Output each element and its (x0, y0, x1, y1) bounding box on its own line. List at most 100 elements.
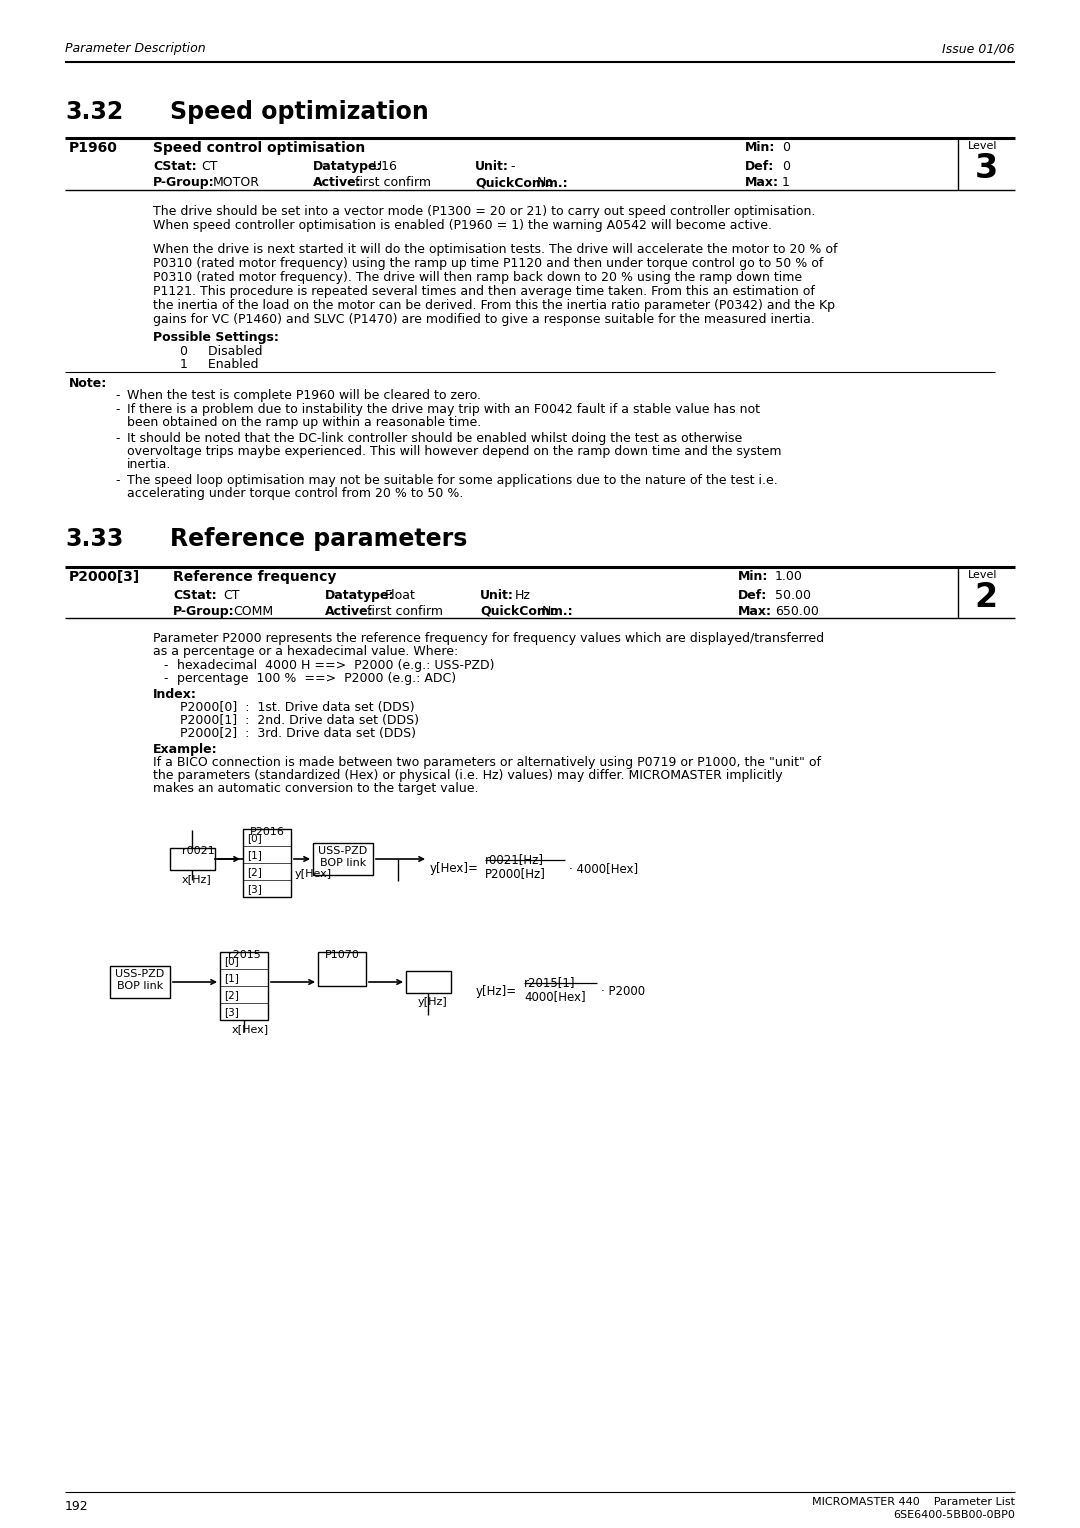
Bar (318, 952, 366, 986)
Text: x[Hex]: x[Hex] (232, 1024, 269, 1034)
Text: Hz: Hz (515, 588, 531, 602)
Text: Datatype:: Datatype: (313, 160, 382, 173)
Text: CT: CT (201, 160, 217, 173)
Text: 1.00: 1.00 (775, 570, 802, 584)
Bar (220, 952, 268, 1021)
Text: [3]: [3] (247, 885, 261, 894)
Text: gains for VC (P1460) and SLVC (P1470) are modified to give a response suitable f: gains for VC (P1460) and SLVC (P1470) ar… (153, 313, 815, 325)
Text: Max:: Max: (745, 176, 779, 189)
Text: P1960: P1960 (69, 141, 118, 154)
Text: Example:: Example: (153, 743, 218, 756)
Text: -: - (114, 474, 120, 487)
Text: MOTOR: MOTOR (213, 176, 260, 189)
Text: Def:: Def: (745, 160, 774, 173)
Text: 650.00: 650.00 (775, 605, 819, 617)
Text: CStat:: CStat: (173, 588, 217, 602)
Text: Level: Level (968, 141, 998, 151)
Text: accelerating under torque control from 20 % to 50 %.: accelerating under torque control from 2… (127, 487, 463, 500)
Text: U16: U16 (373, 160, 397, 173)
Text: 6SE6400-5BB00-0BP0: 6SE6400-5BB00-0BP0 (893, 1510, 1015, 1520)
Text: Index:: Index: (153, 688, 197, 701)
Text: Active:: Active: (325, 605, 374, 617)
Text: Possible Settings:: Possible Settings: (153, 332, 279, 344)
Text: P2000[0]  :  1st. Drive data set (DDS): P2000[0] : 1st. Drive data set (DDS) (180, 701, 415, 714)
Text: y[Hex]=: y[Hex]= (430, 862, 478, 876)
Text: P-Group:: P-Group: (153, 176, 215, 189)
Text: 0     Disabled: 0 Disabled (180, 345, 262, 358)
Text: Parameter P2000 represents the reference frequency for frequency values which ar: Parameter P2000 represents the reference… (153, 633, 824, 645)
Text: QuickComm.:: QuickComm.: (475, 176, 568, 189)
Bar (110, 966, 170, 998)
Text: P0310 (rated motor frequency). The drive will then ramp back down to 20 % using : P0310 (rated motor frequency). The drive… (153, 270, 802, 284)
Text: y[Hz]=: y[Hz]= (476, 986, 517, 998)
Bar (170, 848, 215, 869)
Text: 0: 0 (782, 160, 789, 173)
Text: x[Hz]: x[Hz] (183, 874, 212, 885)
Text: Unit:: Unit: (480, 588, 514, 602)
Text: [0]: [0] (224, 957, 239, 966)
Text: Speed optimization: Speed optimization (170, 99, 429, 124)
Text: the parameters (standardized (Hex) or physical (i.e. Hz) values) may differ. MIC: the parameters (standardized (Hex) or ph… (153, 769, 783, 782)
Text: been obtained on the ramp up within a reasonable time.: been obtained on the ramp up within a re… (127, 416, 482, 429)
Text: · 4000[Hex]: · 4000[Hex] (569, 862, 638, 876)
Text: If a BICO connection is made between two parameters or alternatively using P0719: If a BICO connection is made between two… (153, 756, 821, 769)
Text: r0021[Hz]: r0021[Hz] (485, 853, 544, 866)
Text: -: - (114, 390, 120, 402)
Text: P-Group:: P-Group: (173, 605, 234, 617)
Text: [0]: [0] (247, 833, 261, 843)
Text: 0: 0 (782, 141, 789, 154)
Text: [3]: [3] (224, 1007, 239, 1018)
Text: Datatype:: Datatype: (325, 588, 394, 602)
Text: Min:: Min: (745, 141, 775, 154)
Text: 3.32: 3.32 (65, 99, 123, 124)
Text: 4000[Hex]: 4000[Hex] (524, 990, 585, 1002)
Text: The speed loop optimisation may not be suitable for some applications due to the: The speed loop optimisation may not be s… (127, 474, 778, 487)
Text: 3: 3 (974, 151, 998, 185)
Text: [2]: [2] (224, 990, 239, 999)
Text: Level: Level (968, 570, 998, 581)
Text: CStat:: CStat: (153, 160, 197, 173)
Text: -: - (114, 432, 120, 445)
Text: · P2000: · P2000 (600, 986, 645, 998)
Text: overvoltage trips maybe experienced. This will however depend on the ramp down t: overvoltage trips maybe experienced. Thi… (127, 445, 782, 458)
Text: 50.00: 50.00 (775, 588, 811, 602)
Text: P2000[Hz]: P2000[Hz] (485, 866, 545, 880)
Text: Unit:: Unit: (475, 160, 509, 173)
Text: P2016: P2016 (249, 827, 284, 837)
Text: hexadecimal  4000 H ==>  P2000 (e.g.: USS-PZD): hexadecimal 4000 H ==> P2000 (e.g.: USS-… (177, 659, 495, 672)
Text: 2: 2 (974, 581, 998, 614)
Bar (243, 830, 291, 897)
Text: USS-PZD: USS-PZD (319, 847, 367, 856)
Text: USS-PZD: USS-PZD (116, 969, 164, 979)
Text: -: - (114, 403, 120, 416)
Text: P1070: P1070 (325, 950, 360, 960)
Text: r0021: r0021 (183, 847, 215, 856)
Text: -: - (163, 672, 167, 685)
Text: Issue 01/06: Issue 01/06 (943, 41, 1015, 55)
Text: When speed controller optimisation is enabled (P1960 = 1) the warning A0542 will: When speed controller optimisation is en… (153, 219, 772, 232)
Text: [1]: [1] (247, 850, 261, 860)
Text: COMM: COMM (233, 605, 273, 617)
Text: No: No (542, 605, 559, 617)
Text: the inertia of the load on the motor can be derived. From this the inertia ratio: the inertia of the load on the motor can… (153, 299, 835, 312)
Text: Note:: Note: (69, 377, 107, 390)
Text: percentage  100 %  ==>  P2000 (e.g.: ADC): percentage 100 % ==> P2000 (e.g.: ADC) (177, 672, 456, 685)
Text: No: No (537, 176, 554, 189)
Text: 3.33: 3.33 (65, 527, 123, 552)
Text: Def:: Def: (738, 588, 767, 602)
Text: Reference frequency: Reference frequency (173, 570, 336, 584)
Text: r2015: r2015 (228, 950, 260, 960)
Text: Float: Float (384, 588, 416, 602)
Text: QuickComm.:: QuickComm.: (480, 605, 572, 617)
Text: 1: 1 (782, 176, 789, 189)
Text: P2000[1]  :  2nd. Drive data set (DDS): P2000[1] : 2nd. Drive data set (DDS) (180, 714, 419, 727)
Text: makes an automatic conversion to the target value.: makes an automatic conversion to the tar… (153, 782, 478, 795)
Text: 192: 192 (65, 1500, 89, 1513)
Text: Max:: Max: (738, 605, 772, 617)
Text: y[Hex]: y[Hex] (295, 869, 333, 879)
Text: P0310 (rated motor frequency) using the ramp up time P1120 and then under torque: P0310 (rated motor frequency) using the … (153, 257, 823, 270)
Text: [1]: [1] (224, 973, 239, 983)
Text: When the test is complete P1960 will be cleared to zero.: When the test is complete P1960 will be … (127, 390, 481, 402)
Text: y[Hz]: y[Hz] (418, 996, 448, 1007)
Text: Speed control optimisation: Speed control optimisation (153, 141, 365, 154)
